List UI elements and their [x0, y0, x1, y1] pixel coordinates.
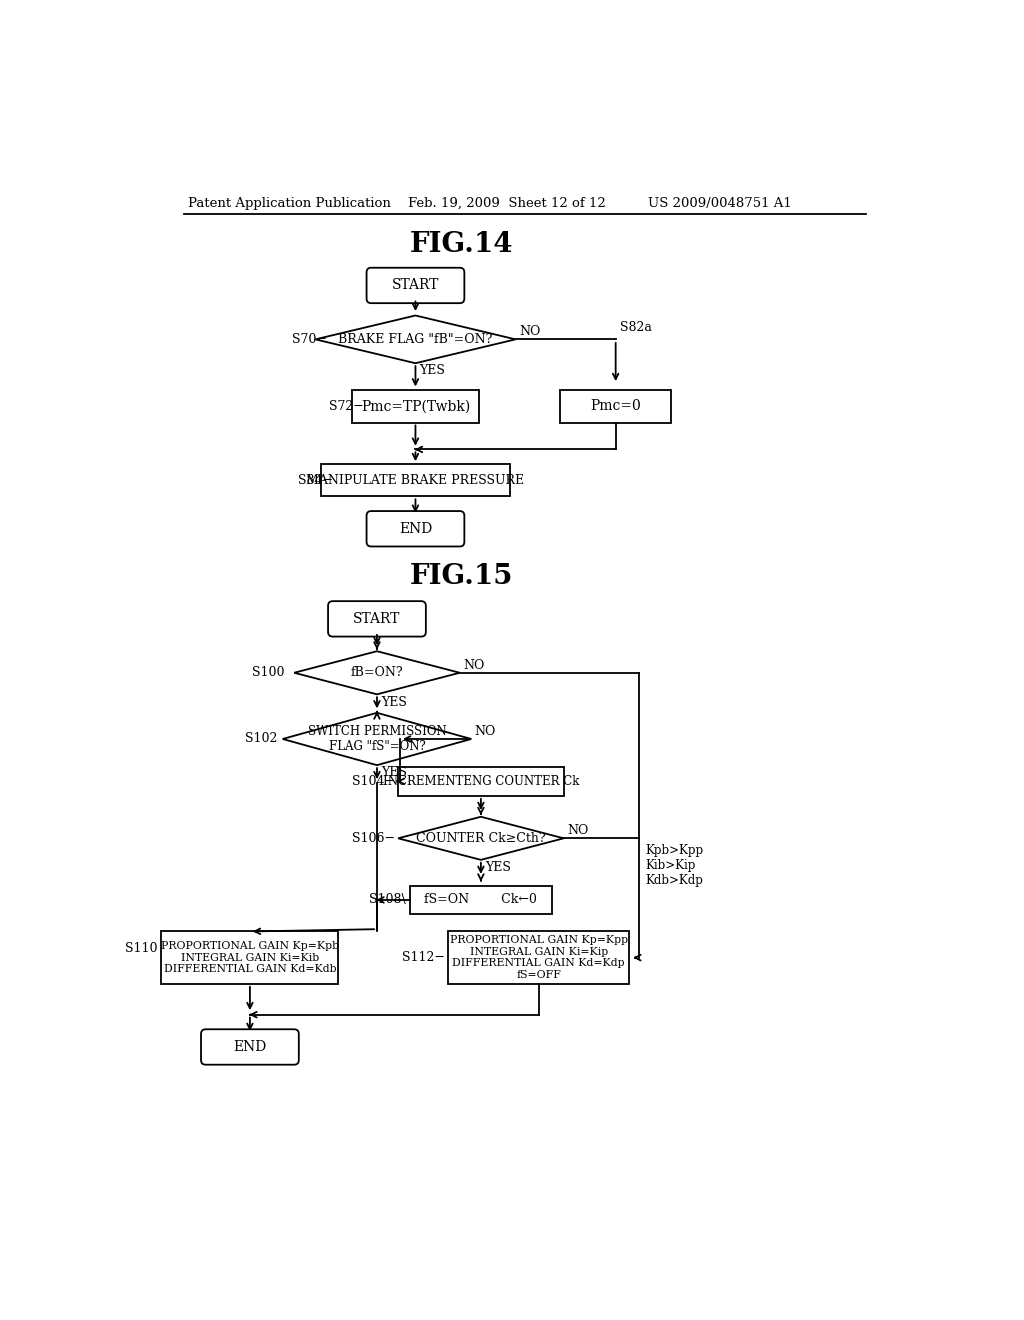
Text: S110: S110: [125, 942, 158, 954]
Text: fB=ON?: fB=ON?: [350, 667, 403, 680]
Bar: [410, 886, 552, 913]
Text: S112−: S112−: [401, 952, 444, 964]
Text: fS=ON        Ck←0: fS=ON Ck←0: [425, 894, 538, 907]
Text: START: START: [392, 279, 439, 293]
Text: END: END: [233, 1040, 266, 1053]
FancyBboxPatch shape: [328, 601, 426, 636]
Text: MANIPULATE BRAKE PRESSURE: MANIPULATE BRAKE PRESSURE: [306, 474, 524, 487]
Text: S108\: S108\: [370, 894, 407, 907]
FancyBboxPatch shape: [201, 1030, 299, 1065]
FancyBboxPatch shape: [367, 511, 464, 546]
Polygon shape: [398, 817, 563, 859]
Text: INCREMENTENG COUNTER Ck: INCREMENTENG COUNTER Ck: [383, 775, 580, 788]
Text: Feb. 19, 2009  Sheet 12 of 12: Feb. 19, 2009 Sheet 12 of 12: [408, 197, 605, 210]
Text: PROPORTIONAL GAIN Kp=Kpb
INTEGRAL GAIN Ki=Kib
DIFFERENTIAL GAIN Kd=Kdb: PROPORTIONAL GAIN Kp=Kpb INTEGRAL GAIN K…: [161, 941, 339, 974]
Text: S102: S102: [245, 733, 276, 746]
Text: SWITCH PERMISSION
FLAG "fS"=ON?: SWITCH PERMISSION FLAG "fS"=ON?: [307, 725, 446, 752]
Text: YES: YES: [381, 767, 407, 779]
Text: Patent Application Publication: Patent Application Publication: [188, 197, 391, 210]
Bar: [162, 932, 339, 983]
Polygon shape: [283, 713, 471, 766]
Text: S106−: S106−: [351, 832, 394, 845]
Bar: [352, 391, 479, 422]
Text: FIG.14: FIG.14: [410, 231, 513, 259]
Text: S72−: S72−: [330, 400, 364, 413]
Polygon shape: [315, 315, 515, 363]
Bar: [449, 932, 629, 983]
Text: S82a: S82a: [620, 321, 651, 334]
Text: NO: NO: [567, 824, 589, 837]
Text: PROPORTIONAL GAIN Kp=Kpp
INTEGRAL GAIN Ki=Kip
DIFFERENTIAL GAIN Kd=Kdp
fS=OFF: PROPORTIONAL GAIN Kp=Kpp INTEGRAL GAIN K…: [450, 936, 628, 979]
Text: S104−: S104−: [351, 775, 394, 788]
Text: Kpb>Kpp
Kib>Kip
Kdb>Kdp: Kpb>Kpp Kib>Kip Kdb>Kdp: [645, 845, 703, 887]
Text: NO: NO: [475, 725, 496, 738]
Text: YES: YES: [381, 696, 407, 709]
Text: BRAKE FLAG "fB"=ON?: BRAKE FLAG "fB"=ON?: [338, 333, 493, 346]
Text: S84−: S84−: [298, 474, 334, 487]
Text: S70−: S70−: [292, 333, 327, 346]
Text: Pmc=0: Pmc=0: [590, 400, 641, 413]
Text: NO: NO: [519, 325, 541, 338]
Bar: [398, 767, 563, 796]
Text: YES: YES: [419, 364, 445, 378]
Text: YES: YES: [484, 861, 511, 874]
Text: NO: NO: [463, 659, 484, 672]
Polygon shape: [294, 651, 460, 694]
Text: START: START: [353, 612, 400, 626]
Text: FIG.15: FIG.15: [410, 564, 513, 590]
Bar: [322, 465, 510, 496]
Text: COUNTER Ck≥Cth?: COUNTER Ck≥Cth?: [416, 832, 546, 845]
FancyBboxPatch shape: [367, 268, 464, 304]
Text: US 2009/0048751 A1: US 2009/0048751 A1: [648, 197, 792, 210]
Bar: [560, 391, 672, 422]
Text: S100: S100: [252, 667, 285, 680]
Text: Pmc=TP(Twbk): Pmc=TP(Twbk): [360, 400, 470, 413]
Text: END: END: [398, 521, 432, 536]
